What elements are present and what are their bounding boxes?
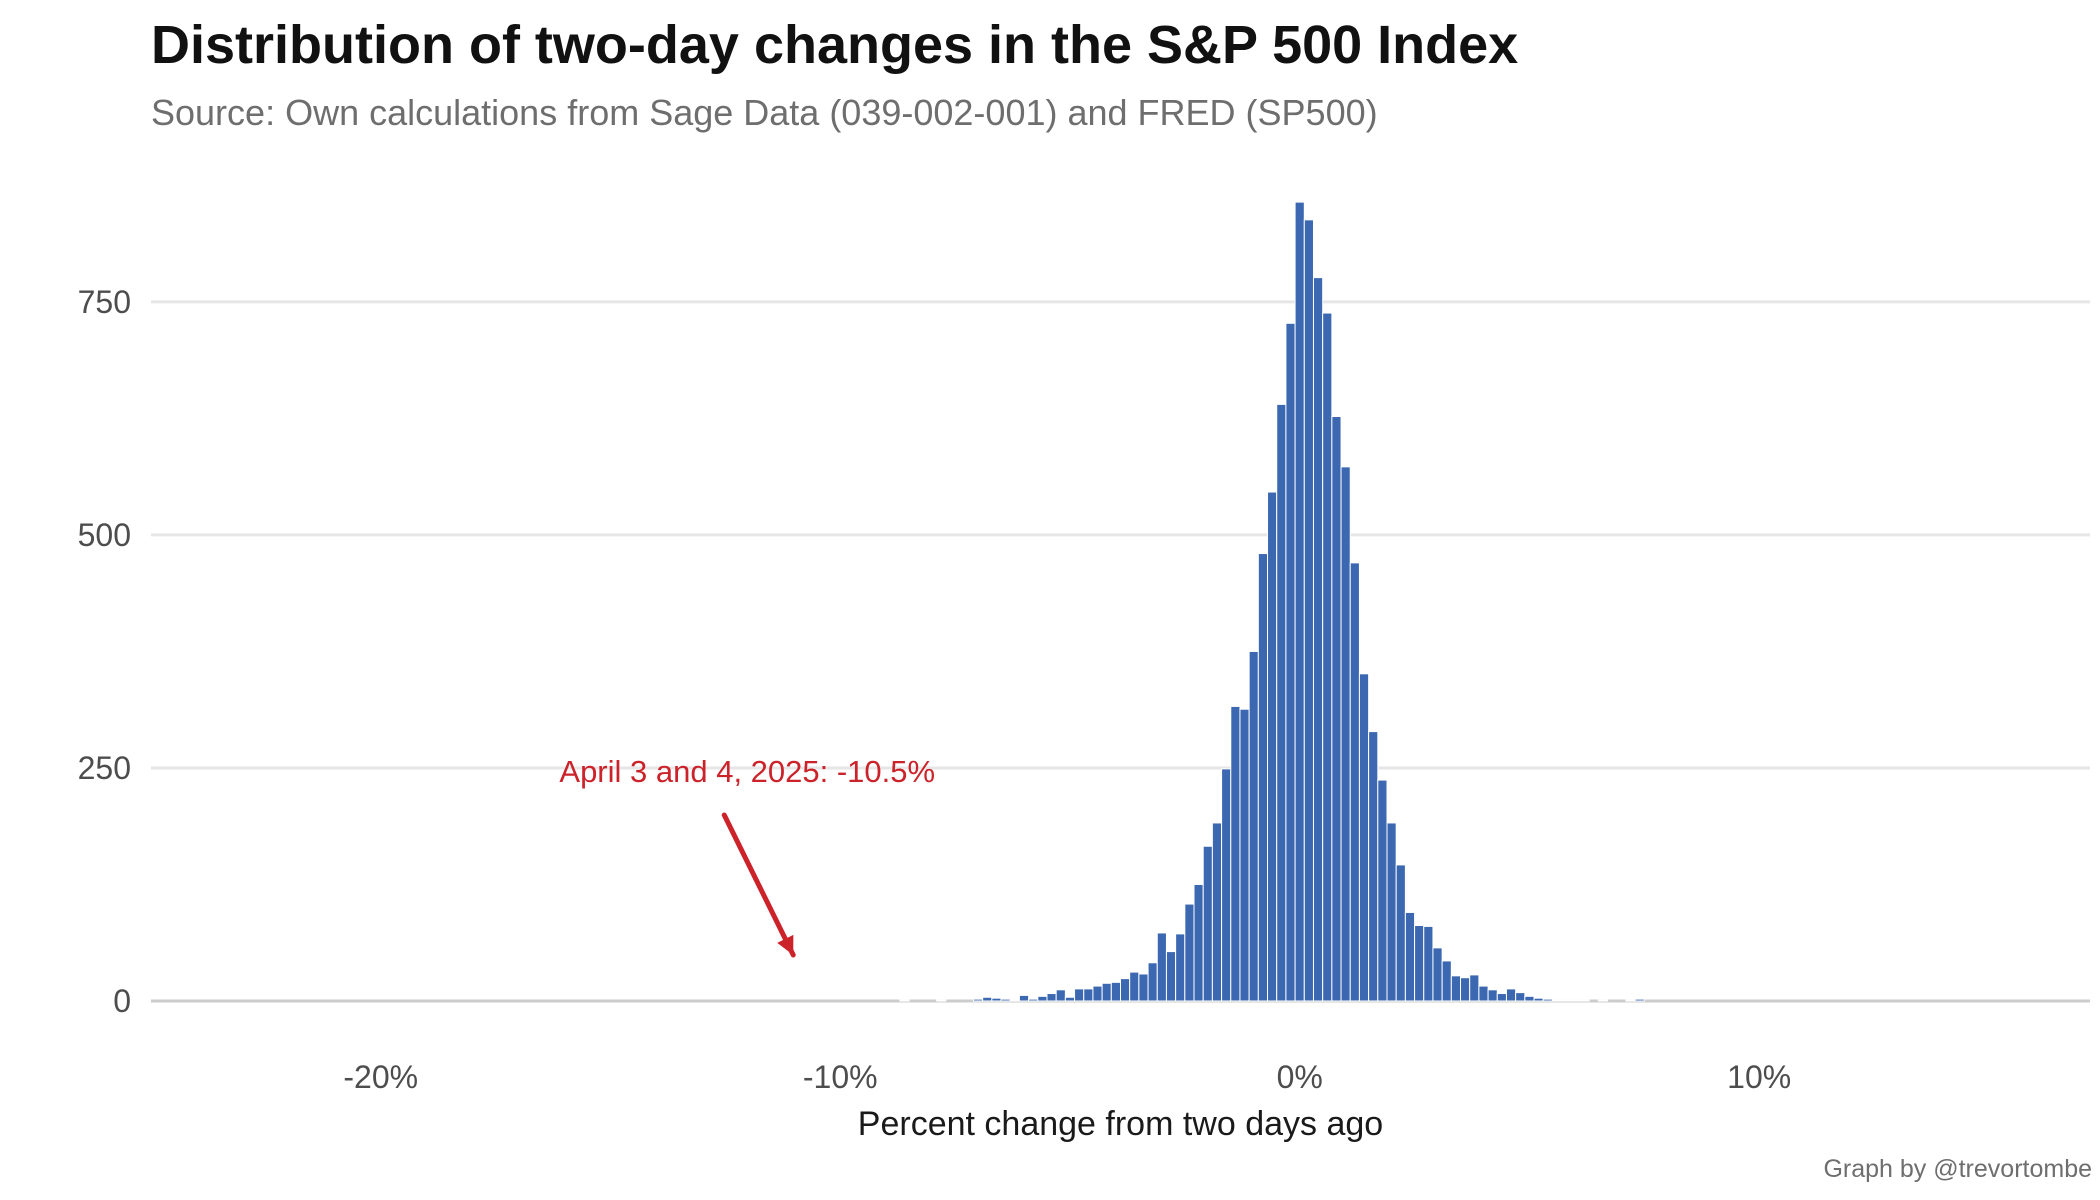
histogram-bar bbox=[1432, 947, 1443, 1002]
histogram-bar bbox=[1515, 992, 1526, 1002]
histogram-bar bbox=[1634, 998, 1645, 1002]
histogram-bar bbox=[1267, 491, 1278, 1002]
y-tick-label: 500 bbox=[78, 517, 131, 553]
histogram-bar bbox=[1101, 982, 1112, 1002]
histogram-bar bbox=[1625, 999, 1636, 1002]
histogram-bar bbox=[1340, 466, 1351, 1002]
histogram-bar bbox=[1487, 989, 1498, 1002]
histogram-bar bbox=[1377, 779, 1388, 1002]
chart-caption: Graph by @trevortombe bbox=[1823, 1155, 2092, 1183]
chart-subtitle: Source: Own calculations from Sage Data … bbox=[151, 92, 1378, 133]
histogram-bar bbox=[1156, 932, 1167, 1002]
histogram-bar bbox=[1349, 562, 1360, 1002]
annotation-label: April 3 and 4, 2025: -10.5% bbox=[559, 754, 935, 789]
histogram-bar bbox=[1248, 650, 1259, 1002]
histogram-bar bbox=[1175, 933, 1186, 1002]
histogram-bar bbox=[1092, 985, 1103, 1002]
histogram-bar bbox=[1404, 911, 1416, 1002]
histogram-bar bbox=[1055, 989, 1066, 1002]
histogram-bar bbox=[1046, 993, 1057, 1002]
histogram-bar bbox=[972, 998, 984, 1002]
histogram-bar bbox=[1312, 277, 1324, 1002]
y-axis-ticks: 0 250 500 750 bbox=[78, 284, 131, 1019]
histogram-bar bbox=[1533, 997, 1544, 1002]
y-tick-label: 750 bbox=[78, 284, 131, 320]
histogram-bar bbox=[1193, 883, 1204, 1002]
histogram-bar bbox=[1276, 403, 1287, 1002]
histogram-bar bbox=[1239, 708, 1250, 1002]
histogram-bar bbox=[1230, 705, 1241, 1002]
chart-title: Distribution of two-day changes in the S… bbox=[151, 15, 1519, 75]
x-axis-ticks: -20% -10% 0% 10% bbox=[343, 1059, 1791, 1095]
histogram-bar bbox=[1579, 999, 1590, 1002]
histogram-bar bbox=[1129, 971, 1140, 1002]
x-tick-label: 10% bbox=[1727, 1059, 1791, 1095]
histogram-bar bbox=[1496, 993, 1507, 1002]
histogram-bar bbox=[1551, 999, 1563, 1002]
histogram-bar bbox=[1138, 973, 1149, 1002]
histogram-bar bbox=[1505, 988, 1517, 1002]
histogram-bar bbox=[1478, 985, 1489, 1002]
histogram-bar bbox=[1202, 845, 1213, 1002]
histogram-bar bbox=[1120, 978, 1131, 1002]
histogram-bar bbox=[1064, 996, 1076, 1002]
histogram-bar bbox=[982, 996, 993, 1002]
histogram-bars bbox=[899, 201, 1645, 1002]
histogram-bar bbox=[1000, 998, 1011, 1002]
histogram-bar bbox=[1561, 999, 1572, 1002]
histogram-bar bbox=[936, 999, 947, 1002]
histogram-bar bbox=[1110, 981, 1121, 1002]
annotation-arrow-head bbox=[777, 934, 794, 955]
histogram-bar bbox=[1165, 951, 1177, 1002]
annotation-arrow-shaft bbox=[721, 812, 796, 958]
histogram-bar bbox=[1386, 822, 1397, 1002]
histogram-bar bbox=[1423, 925, 1434, 1002]
histogram-bar bbox=[1597, 999, 1609, 1002]
histogram-bar bbox=[1469, 974, 1480, 1002]
histogram-bar bbox=[1322, 312, 1333, 1002]
histogram-bar bbox=[991, 997, 1002, 1002]
histogram-bar bbox=[1211, 822, 1223, 1002]
histogram-bar bbox=[1331, 416, 1342, 1002]
y-tick-label: 0 bbox=[113, 983, 131, 1019]
histogram-bar bbox=[1524, 995, 1535, 1002]
y-tick-label: 250 bbox=[78, 750, 131, 786]
histogram-bar bbox=[1285, 322, 1296, 1002]
histogram-bar bbox=[1037, 995, 1048, 1002]
histogram-bar bbox=[1368, 731, 1379, 1002]
histogram-bar bbox=[1570, 999, 1581, 1002]
histogram-bar bbox=[1018, 994, 1030, 1002]
histogram-bar bbox=[1542, 998, 1553, 1002]
histogram-bar bbox=[1083, 988, 1094, 1002]
histogram-bar bbox=[1358, 673, 1370, 1002]
histogram-bar bbox=[1303, 219, 1314, 1002]
histogram-bar bbox=[1460, 977, 1471, 1002]
histogram-bar bbox=[899, 999, 910, 1002]
histogram-bar bbox=[1441, 960, 1452, 1002]
histogram-bar bbox=[1074, 988, 1085, 1002]
x-tick-label: 0% bbox=[1277, 1059, 1323, 1095]
histogram-bar bbox=[1450, 975, 1462, 1002]
histogram-bar bbox=[1395, 864, 1406, 1002]
histogram-bar bbox=[1294, 201, 1305, 1002]
histogram-bar bbox=[1147, 962, 1158, 1002]
x-tick-label: -20% bbox=[343, 1059, 418, 1095]
histogram-bar bbox=[1184, 903, 1195, 1002]
histogram-bar bbox=[1257, 553, 1269, 1002]
x-axis-title: Percent change from two days ago bbox=[858, 1105, 1383, 1143]
x-tick-label: -10% bbox=[803, 1059, 878, 1095]
histogram-bar bbox=[1221, 768, 1232, 1002]
histogram-bar bbox=[1028, 998, 1039, 1002]
histogram-bar bbox=[1414, 924, 1425, 1002]
gridlines bbox=[151, 300, 2090, 1003]
histogram-bar bbox=[1009, 999, 1020, 1002]
annotation-group: April 3 and 4, 2025: -10.5% bbox=[559, 754, 935, 958]
